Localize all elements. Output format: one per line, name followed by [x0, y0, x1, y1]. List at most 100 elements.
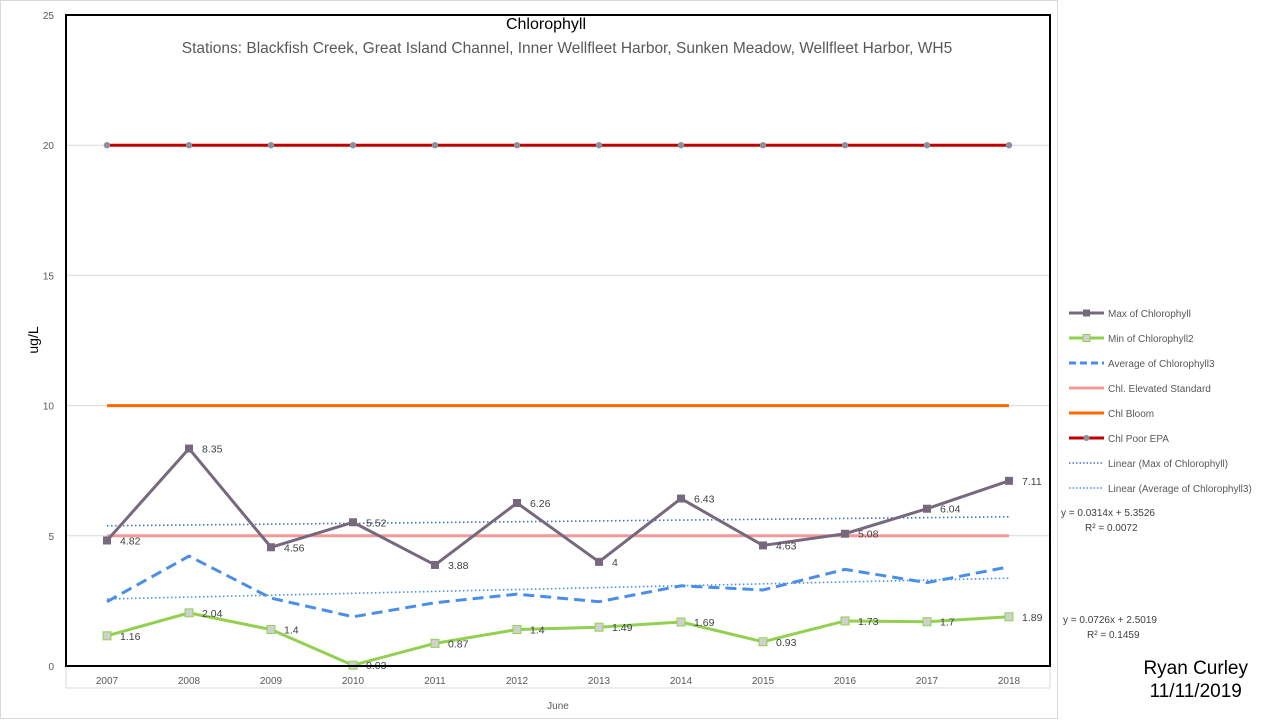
data-point [759, 142, 767, 149]
legend-marker [1083, 435, 1090, 441]
data-point [513, 142, 521, 149]
data-point [103, 142, 111, 149]
data-point [431, 560, 439, 569]
x-axis-categories: 2007 2008 2009 2010 2011 2012 2013 2014 2015 2016… [65, 666, 1051, 689]
data-point [512, 625, 522, 635]
data-point [349, 142, 357, 149]
data-label: 7.11 [1022, 476, 1042, 488]
x-tick-label: 2017 [916, 676, 939, 687]
data-label: 8.35 [202, 444, 223, 456]
series-layer [102, 142, 1014, 670]
plot-area-border [65, 14, 1051, 667]
data-label: 4.63 [776, 540, 797, 552]
legend-label: Chl. Elevated Standard [1108, 384, 1211, 395]
data-point [266, 625, 276, 635]
data-point [923, 142, 931, 149]
x-tick-label: 2009 [260, 676, 283, 687]
y-tick-label: 15 [43, 271, 55, 282]
legend-label: Linear (Max of Chlorophyll) [1108, 459, 1228, 470]
chart-frame [0, 0, 1058, 719]
data-point [759, 541, 767, 550]
x-tick-label: 2018 [998, 676, 1021, 687]
trendline-equations: y = 0.0314x + 5.3526 R² = 0.0072 y = 0.072… [1061, 508, 1157, 641]
data-label: 1.4 [284, 625, 299, 637]
data-point [1005, 142, 1013, 149]
data-label: 4 [612, 557, 618, 569]
series-line-0 [105, 447, 1010, 567]
x-tick-label: 2015 [752, 676, 775, 687]
x-tick-label: 2007 [96, 676, 119, 687]
data-point [267, 142, 275, 149]
data-label: 5.08 [858, 529, 879, 541]
data-point [595, 557, 603, 566]
legend-label: Min of Chlorophyll2 [1108, 334, 1194, 345]
legend-marker [1083, 309, 1090, 317]
data-point [841, 529, 849, 538]
series-line-2 [106, 554, 1010, 619]
legend-label: Max of Chlorophyll [1108, 309, 1191, 320]
data-label: 1.7 [940, 617, 955, 629]
x-tick-label: 2012 [506, 676, 529, 687]
chart-title: Chlorophyll [506, 16, 586, 33]
data-point [103, 536, 111, 545]
data-label: 4.56 [284, 542, 305, 554]
legend-label: Average of Chlorophyll3 [1108, 359, 1215, 370]
data-point [102, 631, 112, 641]
data-point [677, 142, 685, 149]
y-tick-label: 20 [43, 141, 55, 152]
data-label: 0.93 [776, 637, 797, 649]
data-point [677, 494, 685, 503]
data-point [841, 142, 849, 149]
data-point [840, 616, 850, 626]
data-label: 3.88 [448, 560, 469, 572]
y-axis-ticks: 0 5 10 15 20 25 [43, 11, 55, 673]
data-point [676, 617, 686, 627]
data-label: 6.43 [694, 494, 715, 506]
data-label: 6.26 [530, 498, 551, 510]
legend: Max of Chlorophyll Min of Chlorophyll2 Ave… [1069, 309, 1252, 495]
data-point [430, 638, 440, 648]
signature: Ryan Curley 11/11/2019 [1143, 657, 1248, 703]
data-label: 1.16 [120, 631, 141, 643]
data-point [185, 142, 193, 149]
legend-label: Chl Bloom [1108, 409, 1154, 420]
x-tick-label: 2010 [342, 676, 365, 687]
trendline-r2: R² = 0.1459 [1087, 630, 1140, 641]
legend-label: Linear (Average of Chlorophyll3) [1108, 484, 1252, 495]
data-point [922, 617, 932, 627]
chart-subtitle: Stations: Blackfish Creek, Great Island … [182, 40, 953, 57]
data-label: 1.49 [612, 622, 633, 634]
y-axis-title: ug/L [25, 326, 41, 353]
data-point [758, 637, 768, 647]
data-label: 0.87 [448, 638, 469, 650]
data-label: 1.69 [694, 617, 715, 629]
data-point [1005, 476, 1013, 485]
y-tick-label: 25 [43, 11, 55, 22]
data-point [595, 142, 603, 149]
data-point [1004, 612, 1014, 622]
legend-label: Chl Poor EPA [1108, 434, 1169, 445]
y-tick-label: 0 [48, 662, 54, 673]
trendline-equation: y = 0.0726x + 2.5019 [1063, 615, 1157, 626]
data-point [923, 504, 931, 513]
data-label: 2.04 [202, 608, 223, 620]
data-point [431, 142, 439, 149]
data-label: 1.73 [858, 616, 879, 628]
series-line-1 [106, 611, 1010, 667]
x-axis-title: June [547, 701, 569, 712]
x-tick-label: 2008 [178, 676, 201, 687]
trendline-equation: y = 0.0314x + 5.3526 [1061, 508, 1155, 519]
data-point [185, 444, 193, 453]
data-point [267, 543, 275, 552]
x-tick-label: 2013 [588, 676, 611, 687]
x-tick-label: 2014 [670, 676, 693, 687]
y-tick-label: 5 [48, 532, 54, 543]
data-point [513, 498, 521, 507]
signature-name: Ryan Curley [1143, 658, 1248, 679]
data-point [349, 518, 357, 527]
data-label: 5.52 [366, 517, 387, 529]
data-label: 1.89 [1022, 612, 1043, 624]
data-point [594, 622, 604, 632]
data-label: 4.82 [120, 535, 141, 547]
